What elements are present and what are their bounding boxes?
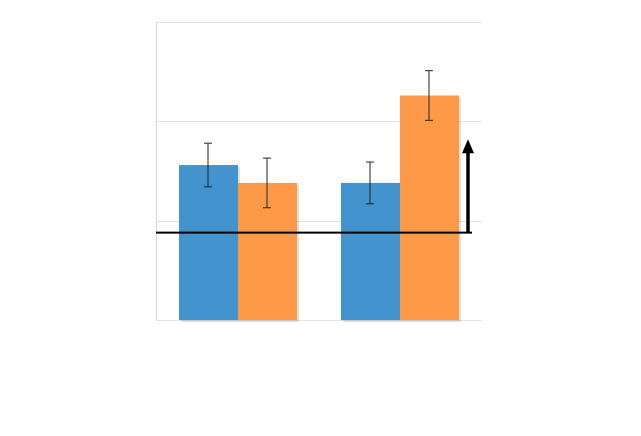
error-bars bbox=[204, 70, 433, 209]
bar-series-0-cat-1 bbox=[341, 182, 400, 320]
bar-series-0-cat-0 bbox=[179, 165, 238, 320]
arrow-up-icon bbox=[462, 139, 474, 154]
bar-series-1-cat-1 bbox=[400, 95, 459, 320]
overlay bbox=[156, 139, 474, 234]
bars bbox=[179, 95, 461, 322]
